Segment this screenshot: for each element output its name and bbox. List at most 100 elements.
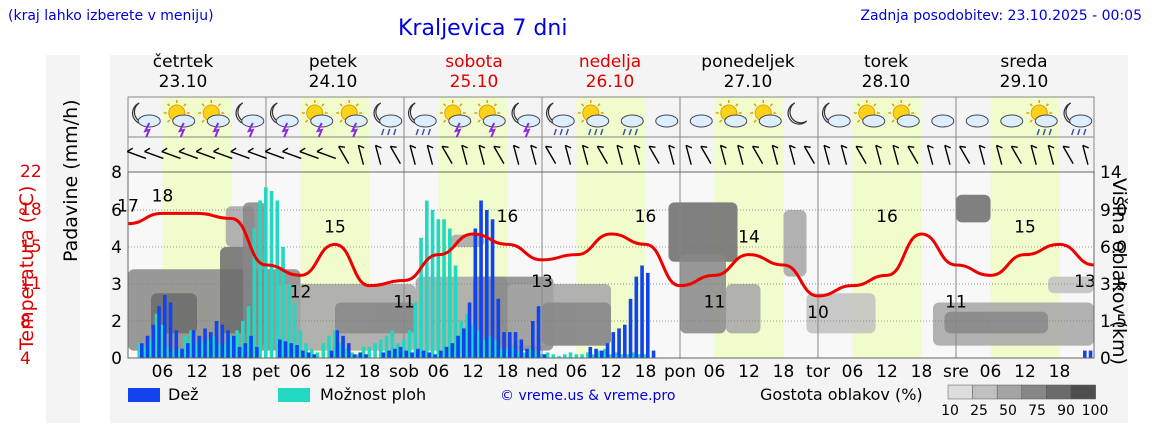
cloud-icon [724,114,748,128]
temp-tick: 15 [20,237,42,257]
shower-bar [361,346,366,358]
wind-barb [581,144,589,165]
wind-barb-flag [892,144,900,149]
shower-bar [275,200,280,358]
rain-bar [594,348,598,358]
rain-bar [289,343,294,358]
rain-bar [462,328,466,358]
shower-bar [310,348,314,358]
shower-bar [143,346,147,358]
lightning-icon [350,122,358,138]
shower-bar [471,324,475,358]
day-name: torek [864,52,908,72]
shower-bar [235,330,239,358]
lightning-icon [212,122,220,138]
shower-bar [356,354,360,358]
sun-ray-icon [597,103,601,107]
rain-bar [295,345,299,358]
rain-bar [605,343,610,358]
day-name: petek [308,52,358,72]
shower-bar [321,343,326,358]
shower-bar [195,343,199,358]
density-swatch [996,384,1023,400]
rain-bar [427,352,432,358]
heavy-rain-icon [620,114,644,136]
temp-tick: 11 [20,274,42,294]
shower-bar [551,354,556,358]
wind-barb-flag [530,144,537,149]
rain-bar [531,321,535,358]
wind-barb-shaft [752,145,764,165]
wind-barb [700,145,712,165]
rain-bar [628,298,633,358]
sun-ray-icon [581,119,585,123]
day-date: 23.10 [158,72,208,92]
x-tick-label: pon [664,362,696,382]
wind-barb [685,144,693,165]
cloud-icon [1069,114,1093,128]
x-tick-label: 12 [324,362,346,382]
day-header: sobota 25.10 [419,52,529,92]
sun-ray-icon [201,103,205,107]
rain-bar [490,219,495,358]
shower-bar [436,219,441,358]
cloud-cell [956,194,991,223]
wind-barb-flag [195,147,203,153]
lightning-icon [453,122,462,138]
shower-bar [476,330,481,358]
lightning-icon [246,122,255,138]
x-tick-label: 18 [911,362,933,382]
rain-bar [433,354,437,358]
rain-bar [588,346,593,358]
rain-bar [542,354,547,358]
cloud-icon [137,114,161,128]
shower-bar [586,352,590,358]
wind-barb [771,144,779,165]
rain-bar [387,350,391,358]
cloud-icon [206,114,230,128]
precip-tick: 4 [111,238,122,258]
wind-barb-shaft [441,145,453,165]
sun-ray-icon [769,103,773,107]
rain-bar [634,276,639,358]
cloud-tick: 9.0 [1100,201,1127,221]
cloud-icon [1034,114,1058,128]
cloud-cell [542,302,611,346]
cloud-tick: 1.5 [1100,312,1127,332]
shower-bar [252,228,257,358]
sun-ray-icon [1045,103,1049,107]
shower-bar [304,343,308,358]
day-header: sreda 29.10 [969,52,1079,92]
shower-bar [517,350,521,358]
rain-bar [473,228,478,358]
cloud-icon [931,114,955,128]
credit-link[interactable]: © vreme.us & vreme.pro [500,388,676,404]
wind-barb-shaft [700,145,712,165]
temperature-line [127,211,1095,298]
shower-bar [344,348,349,358]
rain-bar [197,335,202,358]
wind-barb-shaft [771,145,779,165]
temp-tick: 18 [20,200,42,220]
lightning-icon [522,122,531,138]
wind-barb [530,144,537,165]
raindrop-icon [600,128,604,136]
rain-bar [508,332,512,358]
wind-barb-flag [789,144,796,149]
shower-bar [505,348,510,358]
raindrop-icon [565,128,569,136]
shower-bar [177,348,182,358]
x-tick-label: 06 [152,362,174,382]
shower-bar [413,302,418,358]
shower-bar [557,356,561,358]
day-name: sreda [1000,52,1048,72]
wind-barb-flag [685,144,693,149]
cloud-icon [482,114,506,128]
wind-barb-flag [772,144,779,149]
wind-barb-shaft [823,145,830,165]
x-tick-label: tor [806,362,830,382]
day-name: nedelja [578,52,642,72]
wind-barb-flag [959,145,967,148]
wind-barb-shaft [788,145,796,165]
shower-bar [315,352,320,358]
